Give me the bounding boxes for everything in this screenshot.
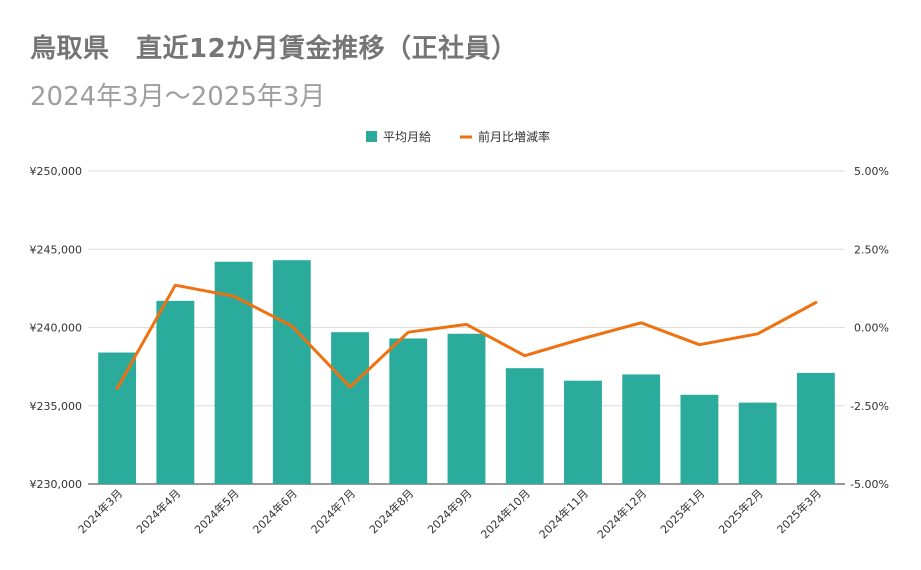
x-tick-label: 2024年11月 — [536, 486, 591, 541]
y-left-tick-label: ¥250,000 — [30, 165, 83, 178]
bar — [796, 372, 835, 484]
legend-label-line: 前月比増減率 — [478, 129, 550, 144]
x-tick-label: 2024年7月 — [308, 486, 358, 536]
y-right-tick-label: 2.50% — [854, 243, 889, 256]
x-tick-label: 2024年5月 — [191, 486, 241, 536]
x-tick-label: 2025年1月 — [657, 486, 707, 536]
y-left-tick-label: ¥245,000 — [30, 243, 83, 256]
bar — [156, 300, 195, 484]
y-right-tick-label: -5.00% — [850, 478, 889, 491]
bar — [389, 338, 428, 484]
bar — [214, 261, 253, 484]
y-right-tick-label: 0.00% — [854, 322, 889, 335]
bar — [564, 380, 602, 484]
legend-label-bar: 平均月給 — [383, 130, 431, 144]
chart-title: 鳥取県 直近12か月賃金推移（正社員） — [30, 34, 518, 64]
x-tick-label: 2025年2月 — [716, 486, 766, 536]
bar — [505, 368, 544, 484]
x-tick-label: 2024年4月 — [133, 486, 183, 536]
bar — [738, 402, 777, 484]
bar — [98, 352, 137, 484]
x-tick-label: 2024年12月 — [594, 486, 649, 541]
x-tick-label: 2024年6月 — [250, 486, 300, 536]
x-tick-label: 2025年3月 — [774, 486, 824, 536]
bar — [272, 260, 311, 484]
bar — [622, 374, 661, 484]
x-tick-label: 2024年9月 — [424, 486, 474, 536]
y-left-tick-label: ¥235,000 — [30, 400, 83, 413]
bar — [680, 394, 719, 484]
x-tick-label: 2024年8月 — [366, 486, 416, 536]
bar — [447, 333, 486, 484]
bar — [331, 332, 369, 484]
legend-swatch-bar — [366, 131, 377, 142]
chart-subtitle: 2024年3月～2025年3月 — [30, 82, 326, 112]
x-tick-label: 2024年3月 — [75, 486, 125, 536]
x-tick-label: 2024年10月 — [478, 486, 533, 541]
y-right-tick-label: -2.50% — [850, 400, 889, 413]
y-left-tick-label: ¥230,000 — [30, 478, 83, 491]
y-left-tick-label: ¥240,000 — [30, 322, 83, 335]
y-right-tick-label: 5.00% — [854, 165, 889, 178]
